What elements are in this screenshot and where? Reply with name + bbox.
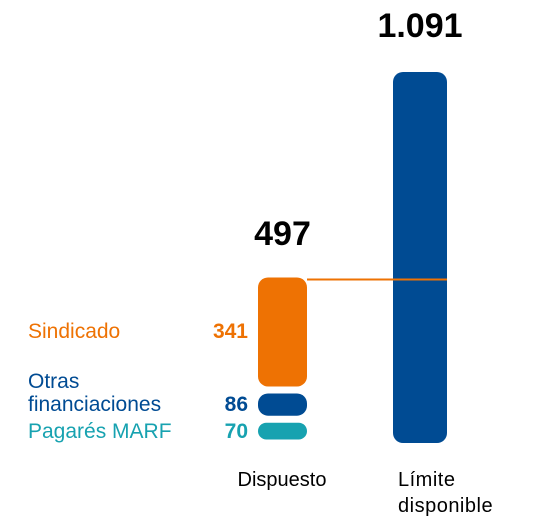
legend-label: Otras financiaciones [28, 370, 162, 417]
total-label: 1.091 [377, 7, 463, 45]
legend-row: Otras financiaciones 86 [28, 370, 248, 416]
value-label: 341 [212, 320, 248, 344]
legend-row: Sindicado 341 [28, 320, 248, 343]
bar [393, 72, 447, 443]
bar-segment [258, 277, 307, 387]
value-label: 86 [224, 393, 248, 417]
bar-segment [258, 393, 307, 416]
total-label: 497 [254, 214, 311, 253]
legend-label: Sindicado [28, 320, 121, 344]
bar-segment [258, 422, 307, 440]
legend-label: Pagarés MARF [28, 419, 172, 443]
x-tick-label: Dispuesto [237, 469, 327, 491]
x-tick-label: Límite disponible [398, 469, 494, 517]
legend-row: Pagarés MARF 70 [28, 420, 248, 443]
value-label: 70 [224, 419, 248, 443]
